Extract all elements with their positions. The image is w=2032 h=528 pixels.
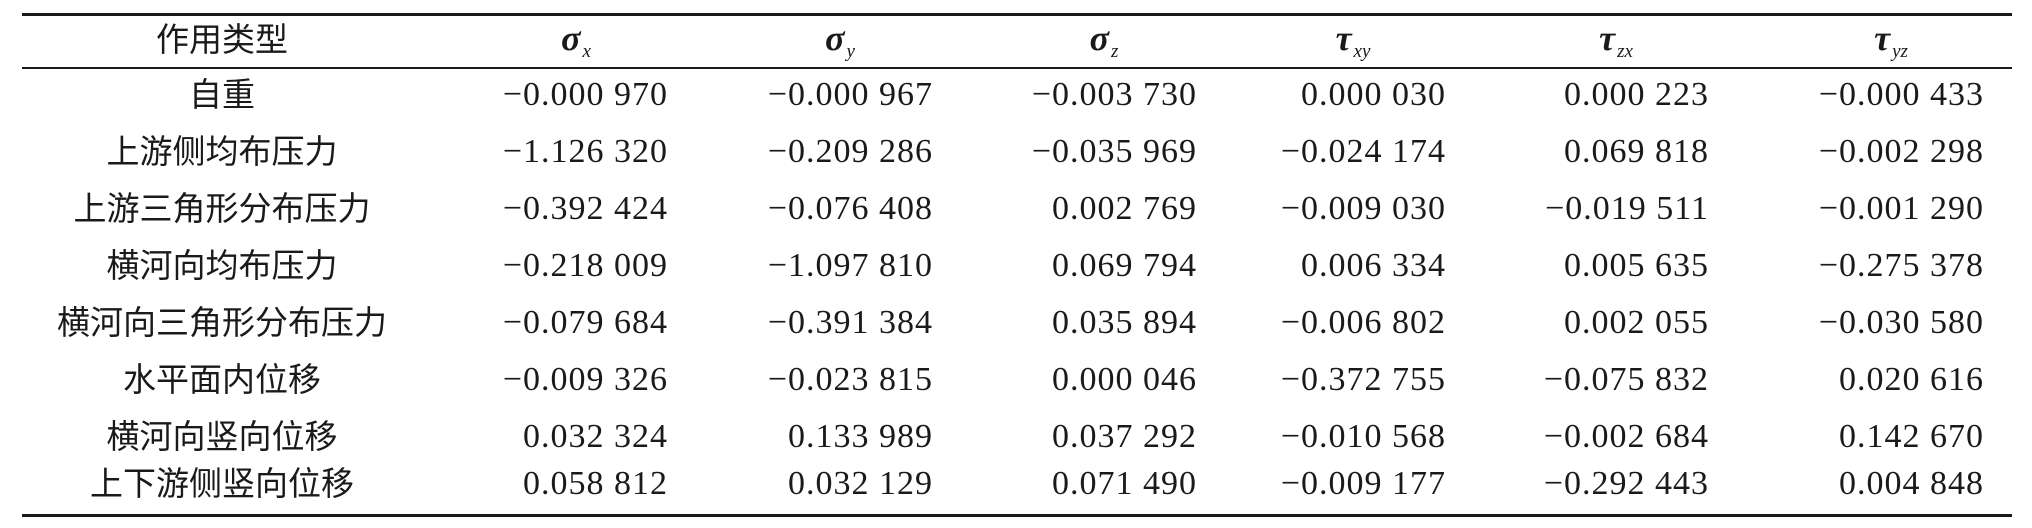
cell-tau-xy: −0.006 802 [1280,304,1446,341]
row-name: 上游三角形分布压力 [73,189,371,228]
cell-tau-zx: −0.019 511 [1545,190,1709,227]
header-symbol: σ [825,18,845,58]
cell-tau-zx: −0.075 832 [1543,361,1709,398]
cell-tau-xy: −0.024 174 [1280,133,1446,170]
cell-sigma-x: 0.032 324 [523,418,668,455]
cell-sigma-x: −1.126 320 [502,133,668,170]
cell-sigma-x: −0.218 009 [502,247,668,284]
cell-sigma-z: −0.003 730 [1031,76,1197,113]
row-name: 上游侧均布压力 [106,132,338,171]
cell-sigma-z: 0.071 490 [1052,465,1197,502]
cell-tau-zx: −0.292 443 [1543,465,1709,502]
cell-sigma-z: 0.037 292 [1052,418,1197,455]
row-name: 水平面内位移 [123,360,321,399]
cell-tau-yz: −0.030 580 [1818,304,1984,341]
cell-sigma-z: 0.002 769 [1052,190,1197,227]
table-top-rule [22,13,2012,16]
cell-tau-zx: 0.000 223 [1564,76,1709,113]
cell-sigma-y: −0.000 967 [767,76,933,113]
cell-sigma-z: 0.000 046 [1052,361,1197,398]
table-header-rule [22,67,2012,69]
cell-sigma-y: −0.209 286 [767,133,933,170]
header-subscript: xy [1353,41,1371,62]
cell-sigma-z: −0.035 969 [1031,133,1197,170]
cell-tau-yz: 0.142 670 [1839,418,1984,455]
header-subscript: z [1111,41,1119,62]
cell-sigma-y: −1.097 810 [767,247,933,284]
cell-tau-zx: 0.005 635 [1564,247,1709,284]
cell-tau-xy: 0.000 030 [1301,76,1446,113]
header-load-type: 作用类型 [156,20,288,59]
header-subscript: zx [1617,41,1633,62]
row-name: 横河向竖向位移 [106,417,338,456]
header-tau-xy: τ xy [1253,10,1453,66]
header-subscript: x [582,41,591,62]
row-name: 横河向三角形分布压力 [57,303,387,342]
cell-tau-yz: −0.000 433 [1818,76,1984,113]
cell-sigma-x: −0.079 684 [502,304,668,341]
cell-tau-xy: −0.372 755 [1280,361,1446,398]
cell-sigma-y: −0.023 815 [767,361,933,398]
cell-sigma-x: −0.009 326 [502,361,668,398]
cell-tau-yz: −0.001 290 [1818,190,1984,227]
header-tau-zx: τ zx [1516,10,1716,66]
header-subscript: yz [1892,41,1908,62]
cell-tau-yz: 0.004 848 [1839,465,1984,502]
cell-sigma-y: −0.076 408 [767,190,933,227]
cell-tau-xy: 0.006 334 [1301,247,1446,284]
cell-sigma-x: −0.000 970 [502,76,668,113]
cell-sigma-x: −0.392 424 [502,190,668,227]
cell-tau-zx: 0.069 818 [1564,133,1709,170]
cell-sigma-x: 0.058 812 [523,465,668,502]
row-name: 自重 [189,75,255,114]
cell-tau-zx: 0.002 055 [1564,304,1709,341]
header-symbol: τ [1335,18,1352,58]
cell-tau-yz: 0.020 616 [1839,361,1984,398]
cell-tau-xy: −0.009 030 [1280,190,1446,227]
cell-sigma-y: −0.391 384 [767,304,933,341]
cell-tau-yz: −0.002 298 [1818,133,1984,170]
header-symbol: τ [1599,18,1616,58]
header-tau-yz: τ yz [1791,10,1991,66]
row-name: 上下游侧竖向位移 [90,464,354,503]
cell-tau-xy: −0.009 177 [1280,465,1446,502]
cell-sigma-y: 0.032 129 [788,465,933,502]
header-symbol: τ [1874,18,1891,58]
header-symbol: σ [561,18,581,58]
cell-tau-yz: −0.275 378 [1818,247,1984,284]
header-subscript: y [846,41,855,62]
cell-tau-xy: −0.010 568 [1280,418,1446,455]
cell-sigma-z: 0.035 894 [1052,304,1197,341]
header-symbol: σ [1089,18,1109,58]
row-name: 横河向均布压力 [106,246,338,285]
cell-sigma-z: 0.069 794 [1052,247,1197,284]
table-bottom-rule [22,514,2012,517]
cell-sigma-y: 0.133 989 [788,418,933,455]
cell-tau-zx: −0.002 684 [1543,418,1709,455]
